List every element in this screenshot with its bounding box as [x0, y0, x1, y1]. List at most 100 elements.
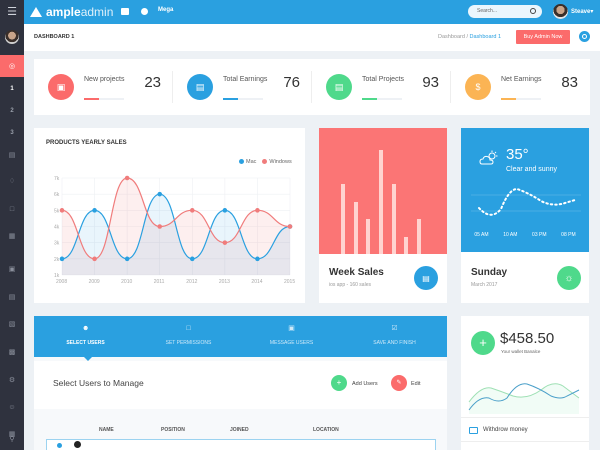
svg-text:2012: 2012 — [186, 279, 197, 285]
tab-select-users[interactable]: ☻ SELECT USERS — [66, 325, 105, 346]
sidebar-item-cart[interactable]: ▤ — [0, 144, 24, 166]
cart-icon: ▤ — [422, 273, 430, 283]
column-name[interactable]: NAME — [99, 427, 114, 433]
sidebar-item-label: 1 — [10, 86, 14, 92]
sidebar-item-3[interactable]: 3 — [0, 122, 24, 144]
sidebar-item-2[interactable]: 2 — [0, 100, 24, 122]
week-sales-bar — [366, 219, 370, 254]
settings-button[interactable] — [579, 31, 590, 42]
add-users-label[interactable]: Add Users — [352, 381, 378, 387]
sidebar-item-settings[interactable]: ⚙ — [0, 369, 24, 391]
sidebar-item-chart[interactable]: ▩ — [0, 341, 24, 363]
breadcrumb-current: Dashboard 1 — [469, 34, 502, 40]
mail-icon[interactable] — [121, 8, 129, 15]
stat-value: 83 — [561, 74, 578, 91]
chart-legend: Mac Windows — [239, 159, 292, 165]
sidebar-item-label: 3 — [10, 130, 14, 136]
sidebar-item-location[interactable]: ⚲ — [0, 428, 24, 450]
clipboard-icon: ▣ — [8, 266, 16, 273]
withdraw-label: Withdrow money — [483, 427, 528, 433]
cart-icon: ▤ — [8, 152, 16, 159]
column-joined[interactable]: JOINED — [230, 427, 249, 433]
weather-date: March 2017 — [471, 282, 498, 288]
sidebar-item-copy[interactable]: □ — [0, 198, 24, 220]
sidebar: ◎ 1 2 3 ▤ ♢ □ ▦ ▣ ▤ ▧ ▩ ⚙ ☺ ▦ — [0, 24, 24, 450]
week-sales-bars — [319, 128, 447, 254]
row-select-radio[interactable] — [57, 443, 62, 448]
sidebar-item-clipboard[interactable]: ▣ — [0, 258, 24, 280]
sidebar-item-apps[interactable]: ▦ — [0, 423, 24, 445]
search-input[interactable]: Search... — [468, 5, 542, 18]
add-funds-button[interactable]: + — [471, 331, 495, 355]
active-tab-pointer — [84, 357, 92, 361]
sidebar-item-grid[interactable]: ▦ — [0, 225, 24, 247]
withdraw-money-link[interactable]: Withdrow money — [461, 417, 589, 442]
check-square-icon: ☑ — [391, 325, 398, 332]
stat-value: 76 — [283, 74, 300, 91]
svg-text:3k: 3k — [54, 241, 60, 247]
stat-value: 23 — [144, 74, 161, 91]
column-position[interactable]: POSITION — [161, 427, 185, 433]
column-location[interactable]: LOCATION — [313, 427, 339, 433]
logo-icon — [30, 7, 42, 17]
temperature-curve — [471, 187, 581, 216]
week-sales-bar — [404, 236, 408, 254]
weather-condition: Clear and sunny — [506, 166, 557, 173]
svg-text:4k: 4k — [54, 225, 60, 231]
week-sales-card: Week Sales ios app - 160 sales ▤ — [319, 128, 447, 303]
yearly-sales-chart[interactable]: 1k 2k 3k 4k 5k 6k 7k 2008 2009 2010 2011 2012 2013 20… — [34, 128, 305, 303]
sidebar-item-label: 2 — [10, 108, 14, 114]
dollar-icon: $ — [465, 74, 491, 100]
cart-button[interactable]: ▤ — [414, 266, 438, 290]
user-menu[interactable]: Steave▾ — [571, 9, 594, 15]
clipboard-icon: ▣ — [48, 74, 74, 100]
stat-label: Total Projects — [362, 76, 405, 83]
breadcrumb-dashboard[interactable]: Dashboard — [438, 34, 465, 40]
check-circle-icon[interactable] — [141, 8, 148, 15]
buy-admin-button[interactable]: Buy Admin Now — [516, 30, 570, 44]
top-navbar: ☰ ample admin Mega Search... Steave▾ — [0, 0, 600, 24]
sidebar-item-calendar[interactable]: ▤ — [0, 286, 24, 308]
sidebar-item-layout[interactable]: ▧ — [0, 313, 24, 335]
svg-text:2008: 2008 — [56, 279, 67, 285]
legend-windows[interactable]: Windows — [262, 159, 292, 165]
dashboard-icon: ◎ — [8, 63, 16, 70]
tab-set-permissions[interactable]: □ SET PERMISSIONS — [165, 325, 212, 346]
sidebar-item-dashboard[interactable]: ◎ — [0, 55, 24, 77]
add-users-button[interactable]: + — [331, 375, 347, 391]
svg-text:1k: 1k — [54, 273, 60, 279]
stats-card: ▣ New projects 23 ▤ Total Earnings 76 ▤ … — [34, 59, 590, 115]
week-sales-bar — [379, 149, 383, 254]
logo[interactable]: ample admin — [30, 4, 113, 20]
tab-message-users[interactable]: ▣ MESSAGE USERS — [269, 325, 314, 346]
svg-text:2009: 2009 — [89, 279, 100, 285]
cart-icon: ▤ — [326, 74, 352, 100]
lock-icon: □ — [186, 325, 191, 332]
calendar-icon: ▤ — [8, 294, 16, 301]
page-header: DASHBOARD 1 Dashboard / Dashboard 1 Buy … — [24, 24, 600, 51]
sidebar-item-1[interactable]: 1 — [0, 78, 24, 100]
svg-text:2015: 2015 — [284, 279, 295, 285]
stat-net-earnings: $ Net Earnings 83 — [451, 59, 590, 115]
mega-menu[interactable]: Mega — [158, 7, 174, 13]
table-row[interactable] — [46, 439, 436, 450]
sun-button[interactable]: ☼ — [557, 266, 581, 290]
search-icon[interactable] — [530, 8, 536, 14]
wallet-subtitle: Your wallet Banalce — [501, 349, 541, 354]
sidebar-item-smile[interactable]: ☺ — [0, 396, 24, 418]
avatar[interactable] — [553, 4, 568, 19]
layout-icon: ▧ — [8, 321, 16, 328]
wallet-trend-chart — [468, 383, 580, 414]
sidebar-item-paint[interactable]: ♢ — [0, 170, 24, 192]
sidebar-avatar[interactable] — [5, 30, 19, 44]
legend-mac[interactable]: Mac — [239, 159, 256, 165]
svg-text:2k: 2k — [54, 257, 60, 263]
svg-text:2013: 2013 — [219, 279, 230, 285]
edit-label[interactable]: Edit — [411, 381, 421, 387]
tab-save-and-finish[interactable]: ☑ SAVE AND FINISH — [373, 325, 416, 346]
menu-icon[interactable]: ☰ — [0, 0, 24, 24]
svg-text:7k: 7k — [54, 176, 60, 182]
wallet-amount: $458.50 — [500, 330, 555, 347]
svg-text:5k: 5k — [54, 208, 60, 214]
edit-button[interactable]: ✎ — [391, 375, 407, 391]
